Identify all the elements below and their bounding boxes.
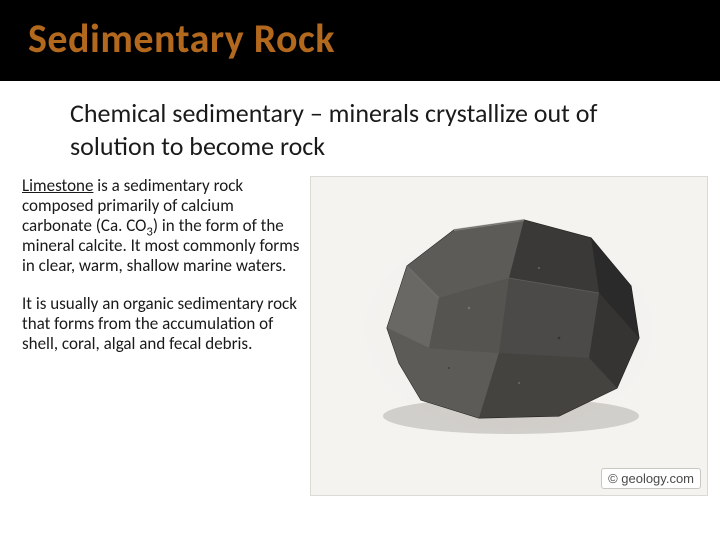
rock-illustration <box>359 208 659 438</box>
content-row: Limestone is a sedimentary rock composed… <box>0 174 720 496</box>
subtitle-text: Chemical sedimentary – minerals crystall… <box>70 97 660 162</box>
paragraph-2: It is usually an organic sedimentary roc… <box>22 294 302 354</box>
image-watermark: © geology.com <box>601 468 701 489</box>
page-title: Sedimentary Rock <box>28 14 720 63</box>
rock-background: © geology.com <box>310 176 708 496</box>
header-band: Sedimentary Rock <box>0 0 720 81</box>
term-limestone: Limestone <box>22 175 93 196</box>
paragraph-1: Limestone is a sedimentary rock composed… <box>22 176 302 276</box>
text-column: Limestone is a sedimentary rock composed… <box>22 176 302 496</box>
subtitle-region: Chemical sedimentary – minerals crystall… <box>0 81 720 174</box>
image-column: © geology.com <box>310 176 708 496</box>
